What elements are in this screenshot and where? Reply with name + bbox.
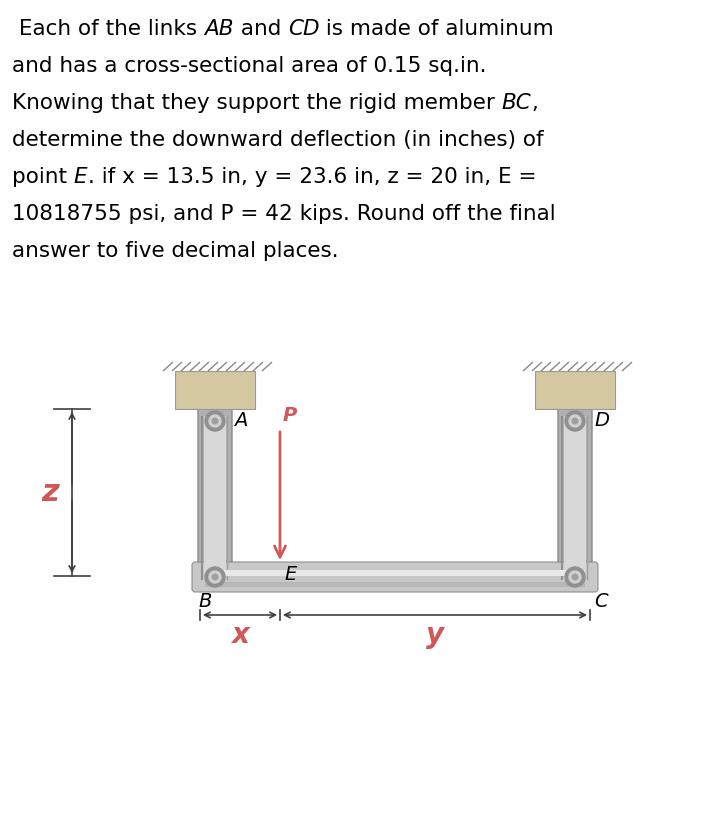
Text: determine the downward deflection (in inches) of: determine the downward deflection (in in… (12, 130, 544, 150)
Text: answer to five decimal places.: answer to five decimal places. (12, 241, 338, 261)
FancyBboxPatch shape (564, 416, 586, 580)
Text: x: x (231, 621, 249, 649)
Circle shape (212, 418, 218, 424)
FancyBboxPatch shape (198, 407, 232, 589)
Circle shape (572, 574, 577, 580)
Text: z: z (41, 478, 59, 507)
FancyBboxPatch shape (558, 407, 592, 589)
Circle shape (205, 411, 225, 431)
FancyBboxPatch shape (192, 562, 598, 592)
Text: C: C (594, 592, 608, 611)
Circle shape (205, 567, 225, 587)
Text: 10818755 psi, and P = 42 kips. Round off the final: 10818755 psi, and P = 42 kips. Round off… (12, 204, 556, 224)
Bar (535, 371, 615, 409)
Text: B: B (198, 592, 212, 611)
Text: Knowing that they support the rigid member: Knowing that they support the rigid memb… (12, 93, 502, 113)
Text: D: D (594, 411, 609, 430)
Text: AB: AB (204, 19, 233, 39)
Text: P: P (283, 406, 297, 425)
Text: point: point (12, 167, 74, 187)
Text: CD: CD (288, 19, 319, 39)
Circle shape (569, 415, 581, 427)
Circle shape (569, 571, 581, 583)
Text: A: A (234, 411, 248, 430)
Bar (205, 582, 585, 587)
Text: ,: , (531, 93, 539, 113)
Text: E: E (284, 565, 297, 584)
Circle shape (212, 574, 218, 580)
Circle shape (209, 571, 221, 583)
Circle shape (209, 415, 221, 427)
FancyBboxPatch shape (204, 416, 226, 580)
Text: and: and (233, 19, 288, 39)
Text: BC: BC (502, 93, 531, 113)
Text: y: y (426, 621, 444, 649)
Circle shape (565, 567, 585, 587)
Text: and has a cross-sectional area of 0.15 sq.in.: and has a cross-sectional area of 0.15 s… (12, 56, 487, 76)
Circle shape (565, 411, 585, 431)
Text: is made of aluminum: is made of aluminum (319, 19, 554, 39)
Circle shape (572, 418, 577, 424)
Text: E: E (74, 167, 88, 187)
Text: . if x = 13.5 in, y = 23.6 in, z = 20 in, E =: . if x = 13.5 in, y = 23.6 in, z = 20 in… (88, 167, 536, 187)
Text: Each of the links: Each of the links (12, 19, 204, 39)
Bar (175, 371, 255, 409)
Bar (210, 570, 580, 576)
